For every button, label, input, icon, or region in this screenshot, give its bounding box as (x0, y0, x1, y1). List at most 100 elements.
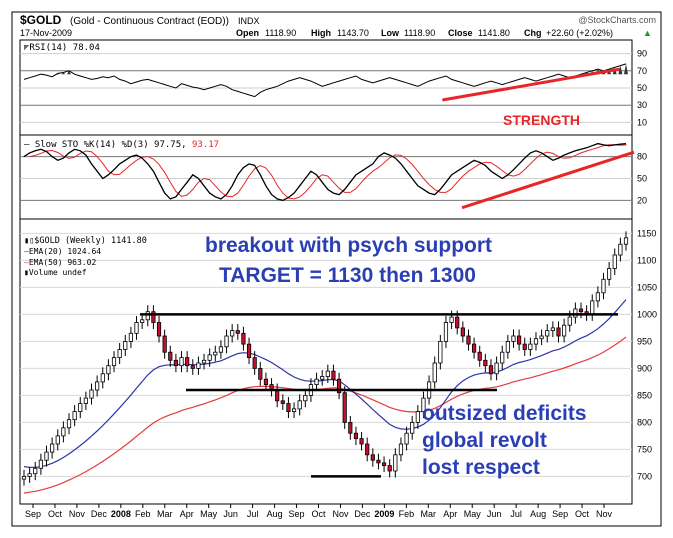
candle-body (21, 475, 27, 480)
annotation-deficits: outsized deficits (422, 402, 587, 425)
header-date: 17-Nov-2009 (20, 28, 72, 38)
candle-body (123, 340, 128, 350)
candle-body (449, 316, 454, 323)
candle-body (83, 397, 88, 404)
candle-body (505, 340, 510, 353)
candle-body (286, 403, 291, 413)
annotation-revolt: global revolt (422, 429, 547, 452)
candle-body (370, 454, 375, 461)
candle-body (190, 365, 195, 369)
candle-body (573, 308, 578, 318)
sto-panel: — Slow STO %K(14) %D(3) 97.75, 93.17 80 5… (19, 134, 647, 220)
candle-body (224, 335, 229, 348)
ema50-legend: —EMA(50) 963.02 (24, 258, 96, 267)
candle-body (376, 459, 381, 464)
price-tick-label: 850 (637, 390, 652, 400)
x-tick-label: Feb (135, 509, 151, 519)
x-tick-label: Sep (552, 509, 568, 519)
sto-legend: — Slow STO %K(14) %D(3) 97.75, 93.17 (24, 140, 219, 150)
candle-body (89, 389, 94, 399)
sto-trendline (461, 150, 635, 210)
low-value: 1118.90 (404, 28, 435, 38)
ema50-line (23, 336, 627, 494)
x-tick-label: Jul (510, 509, 522, 519)
price-tick-label: 1000 (637, 309, 657, 319)
candle-body (511, 335, 516, 342)
volume-legend-icon: ▮ (24, 268, 29, 277)
candle-body (325, 370, 330, 377)
x-tick-label: Nov (69, 509, 86, 519)
candle-body (578, 308, 584, 313)
x-tick-label: Jun (223, 509, 238, 519)
chg-up-arrow-icon: ▲ (643, 28, 652, 38)
candle-body (438, 340, 443, 364)
rsi-legend: ◤RSI(14) 78.04 (24, 43, 100, 53)
open-value: 1118.90 (265, 28, 296, 38)
candle-body (381, 462, 387, 466)
candle-body (483, 359, 488, 367)
x-tick-label: Dec (354, 509, 371, 519)
candle-body (291, 408, 297, 412)
candle-body (432, 362, 437, 383)
high-value: 1143.70 (337, 28, 369, 38)
candle-body (539, 335, 544, 340)
candle-body (173, 359, 178, 367)
candle-body (213, 351, 218, 356)
symbol-name: (Gold - Continuous Contract (EOD)) (70, 16, 229, 27)
candle-body (72, 411, 77, 421)
ema20-legend-icon: — (24, 247, 29, 256)
price-tick-label: 950 (637, 336, 652, 346)
rsi-panel: STRENGTH ◤RSI(14) 78.04 90 70 50 30 10 (19, 39, 647, 136)
annotation-respect: lost respect (422, 456, 540, 479)
candle-body (151, 311, 156, 323)
ema20-line (23, 299, 627, 469)
strength-annotation: STRENGTH (503, 112, 580, 128)
candle-body (241, 332, 246, 345)
x-tick-label: Feb (399, 509, 415, 519)
sto-d-line (29, 144, 627, 200)
candle-body (607, 268, 612, 280)
x-tick-label: 2008 (111, 509, 131, 519)
candle-body (246, 343, 252, 359)
candle-body (601, 278, 606, 294)
candle-body (27, 473, 32, 477)
candle-body (134, 322, 139, 334)
volume-legend: ▮Volume undef (24, 268, 87, 277)
candle-body (550, 327, 555, 331)
x-tick-label: Oct (48, 509, 63, 519)
price-tick-label: 1100 (637, 255, 656, 265)
annotation-breakout: breakout with psych support (205, 234, 492, 257)
low-label: Low (381, 28, 400, 38)
candle-body (128, 332, 133, 342)
candle-body (117, 349, 122, 359)
candle-body (140, 319, 145, 323)
candle-body (185, 357, 190, 367)
x-tick-label: Sep (289, 509, 305, 519)
candle-body (38, 459, 43, 469)
candle-body (623, 237, 629, 245)
close-label: Close (448, 28, 473, 38)
candle-body (455, 316, 460, 329)
candle-body (595, 292, 600, 302)
candle-body (111, 357, 117, 367)
x-axis: Sep Oct Nov Dec 2008 Feb Mar Apr May Jun Jul Aug Sep… (25, 504, 612, 519)
candle-body (145, 311, 150, 321)
candle-body (466, 335, 471, 345)
candle-body (348, 421, 353, 434)
rsi-tick-label: 70 (637, 66, 647, 76)
open-label: Open (236, 28, 259, 38)
candle-body (162, 335, 167, 353)
candle-body (297, 400, 302, 410)
candle-body (556, 327, 561, 337)
candle-body (387, 465, 392, 472)
x-tick-label: Aug (530, 509, 546, 519)
x-tick-label: Apr (443, 509, 457, 519)
price-panel: 1150 1100 1050 1000 950 900 850 800 750 700 ▮▯$GO… (19, 218, 657, 505)
candle-body (314, 378, 319, 386)
x-tick-label: Sep (25, 509, 41, 519)
candle-body (61, 427, 66, 437)
candle-body (500, 351, 505, 364)
candle-body (528, 343, 533, 350)
ema20-legend: —EMA(20) 1024.64 (24, 247, 101, 256)
